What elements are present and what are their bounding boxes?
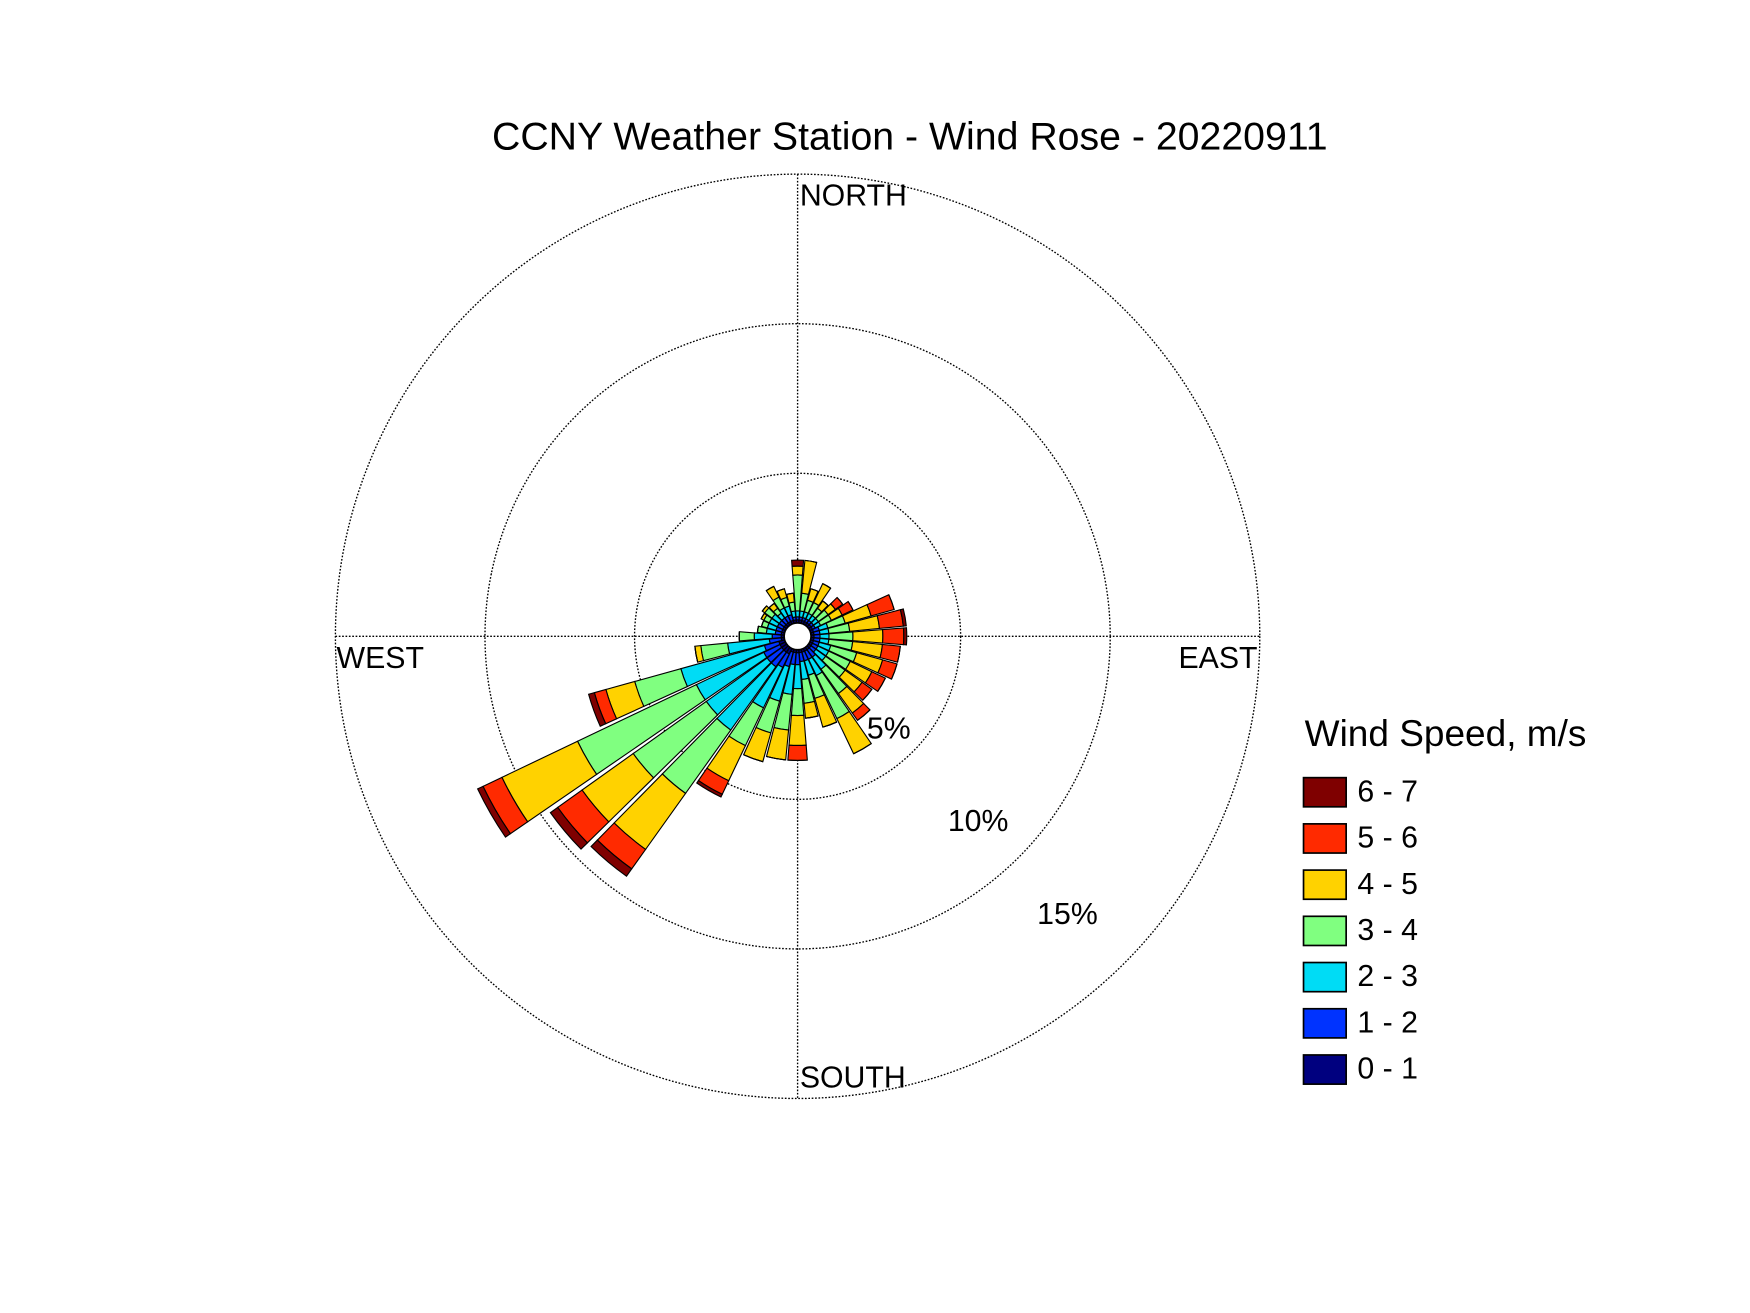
wind-segment	[549, 806, 589, 850]
wind-segment	[590, 839, 633, 877]
wind-segment	[788, 714, 807, 747]
legend-swatch	[1302, 823, 1347, 854]
legend-swatch	[1302, 915, 1347, 947]
wind-segment	[787, 744, 808, 762]
grid-ring	[484, 323, 1111, 950]
wind-segment	[801, 559, 818, 595]
center-hole	[783, 622, 812, 651]
wind-segment	[738, 631, 755, 642]
wind-segment	[836, 597, 844, 605]
compass-label: SOUTH	[800, 1061, 906, 1094]
legend-swatch	[1302, 1007, 1347, 1039]
wind-segment	[881, 627, 905, 646]
wind-segment	[761, 620, 765, 627]
wind-segment	[476, 785, 512, 838]
wind-segment	[899, 608, 907, 627]
wind-segment	[852, 629, 884, 644]
wind-segment	[696, 779, 724, 798]
legend-label: 6 - 7	[1357, 775, 1418, 808]
wind-segment	[694, 646, 699, 663]
wind-segment	[862, 688, 873, 701]
r-tick-label: 5%	[867, 713, 911, 746]
legend-label: 2 - 3	[1357, 960, 1418, 993]
wind-segment	[765, 585, 780, 602]
legend-label: 1 - 2	[1357, 1006, 1418, 1039]
r-tick-label: 10%	[948, 805, 1009, 838]
legend-title: Wind Speed, m/s	[1305, 712, 1587, 754]
legend-label: 0 - 1	[1357, 1053, 1418, 1086]
compass-label: WEST	[337, 642, 424, 675]
chart-title: CCNY Weather Station - Wind Rose - 20220…	[492, 115, 1328, 159]
wind-segment	[847, 601, 854, 611]
compass-label: EAST	[1178, 642, 1257, 675]
legend-label: 4 - 5	[1357, 868, 1418, 901]
labels: 5% 10% 15% NORTH SOUTH WEST EAST	[337, 180, 1258, 1095]
grid-ring	[633, 472, 962, 801]
r-tick-label: 15%	[1037, 898, 1098, 931]
wind-segment	[791, 565, 804, 576]
wind-segment	[587, 691, 607, 727]
grid-ring	[334, 173, 1261, 1100]
wind-segment	[896, 646, 901, 663]
wind-segment	[743, 754, 763, 763]
legend-label: 3 - 4	[1357, 914, 1418, 947]
bars	[476, 559, 908, 877]
wind-segment	[805, 715, 819, 719]
legend-swatch	[1302, 869, 1347, 901]
wind-segment	[791, 559, 805, 567]
wind-segment	[902, 627, 908, 646]
legend-swatch	[1302, 776, 1347, 808]
legend-swatch	[1302, 961, 1347, 993]
legend-swatch	[1302, 1054, 1347, 1085]
wind-segment	[857, 709, 871, 721]
wind-segment	[790, 687, 805, 717]
wind-segment	[822, 583, 831, 589]
wind-segment	[765, 585, 775, 592]
compass-label: NORTH	[800, 180, 907, 213]
legend-label: 5 - 6	[1357, 822, 1418, 855]
